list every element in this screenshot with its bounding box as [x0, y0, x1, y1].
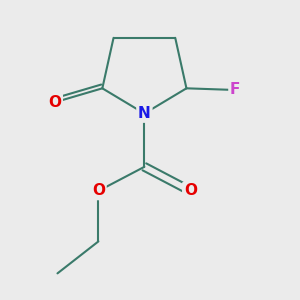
Text: F: F	[230, 82, 240, 98]
Text: O: O	[184, 183, 197, 198]
Text: O: O	[48, 95, 61, 110]
Text: N: N	[138, 106, 151, 121]
Text: O: O	[92, 183, 105, 198]
